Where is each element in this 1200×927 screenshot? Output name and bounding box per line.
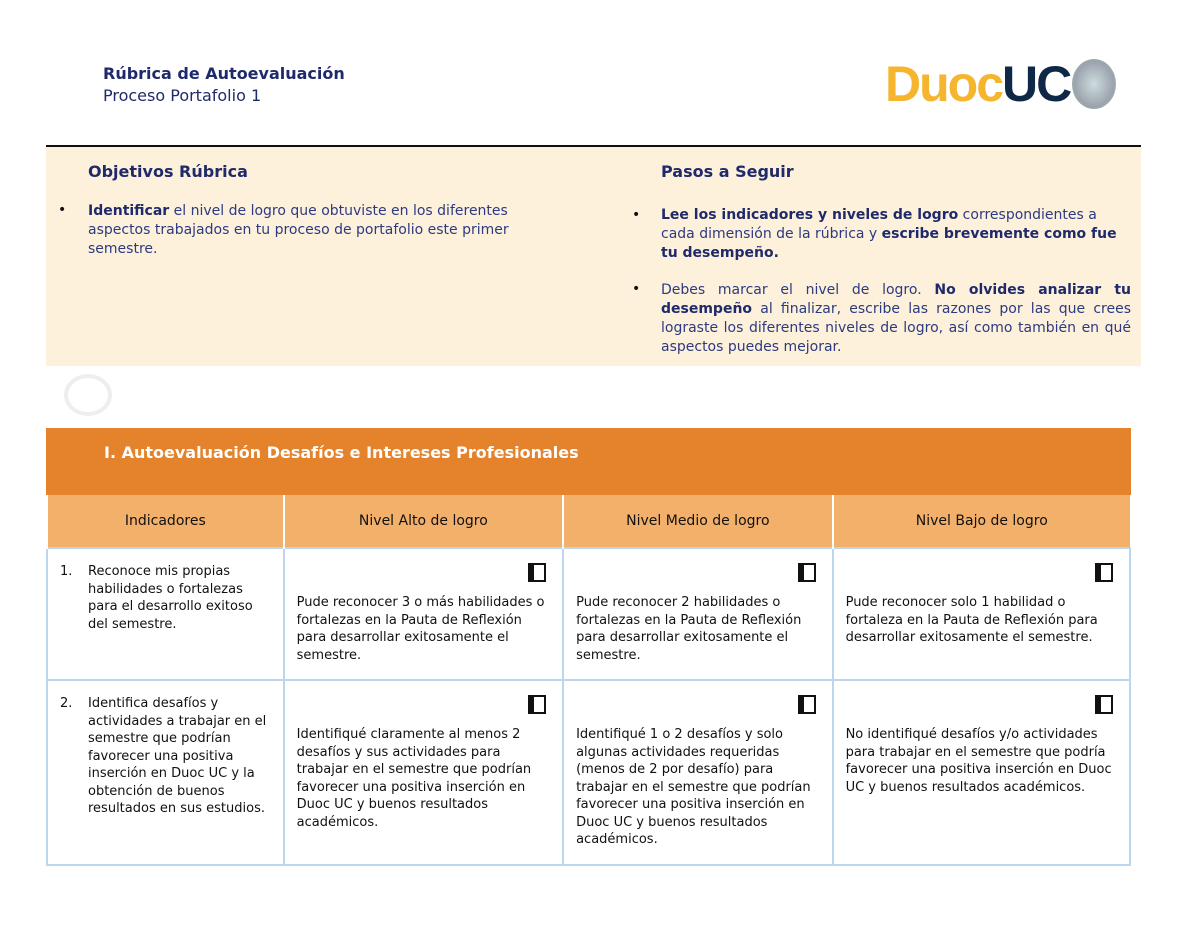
col-bajo: Nivel Bajo de logro <box>831 495 1130 548</box>
paso-bold: No olvides analizar tu desempeño <box>661 282 1131 317</box>
bullet: • <box>58 202 67 218</box>
pasos-title: Pasos a Seguir <box>661 162 794 181</box>
bullet: • <box>632 281 641 297</box>
checkbox-icon[interactable] <box>797 695 816 714</box>
page-subtitle: Proceso Portafolio 1 <box>103 86 262 105</box>
objetivo-text: el nivel de logro que obtuviste en los d… <box>88 203 509 257</box>
paso-text: Debes marcar el nivel de logro. <box>661 282 935 298</box>
objetivo-item: Identificar el nivel de logro que obtuvi… <box>88 202 558 259</box>
medio-cell: Identifiqué 1 o 2 desafíos y solo alguna… <box>562 679 834 866</box>
level-text: Pude reconocer 3 o más habilidades o for… <box>296 595 545 663</box>
self-assessment-icon <box>64 374 112 416</box>
indicator-text: Identifica desafíos y actividades a trab… <box>88 696 267 816</box>
checkbox-icon[interactable] <box>528 695 547 714</box>
paso-text: correspondientes a cada dimensión de la … <box>661 207 1097 242</box>
paso-text: al finalizar, escribe las razones por la… <box>661 301 1131 355</box>
page-title: Rúbrica de Autoevaluación <box>103 64 345 83</box>
indicator-cell: 2. Identifica desafíos y actividades a tr… <box>46 679 285 866</box>
info-box: Objetivos Rúbrica • Identificar el nivel… <box>46 147 1141 366</box>
level-text: No identifiqué desafíos y/o actividades … <box>845 727 1112 795</box>
level-text: Pude reconocer 2 habilidades o fortaleza… <box>576 595 802 663</box>
checkbox-icon[interactable] <box>797 563 816 582</box>
rubric-table: Indicadores Nivel Alto de logro Nivel Me… <box>46 495 1132 866</box>
paso-item-1: Lee los indicadores y niveles de logro c… <box>661 206 1131 263</box>
col-medio: Nivel Medio de logro <box>562 495 833 548</box>
table-row: 2. Identifica desafíos y actividades a tr… <box>46 679 1132 866</box>
table-row: 1. Reconoce mis propias habilidades o for… <box>46 547 1132 681</box>
seal-icon <box>1072 59 1117 109</box>
bajo-cell: Pude reconocer solo 1 habilidad o fortal… <box>831 547 1132 681</box>
level-text: Identifiqué 1 o 2 desafíos y solo alguna… <box>576 727 811 847</box>
indicator-text: Reconoce mis propias habilidades o forta… <box>88 564 253 632</box>
paso-bold: Lee los indicadores y niveles de logro <box>661 207 959 223</box>
objetivo-bold: Identificar <box>88 203 170 219</box>
col-indicadores: Indicadores <box>46 495 284 548</box>
col-alto: Nivel Alto de logro <box>282 495 564 548</box>
logo-uc: UC <box>1002 56 1072 112</box>
bullet: • <box>632 207 641 223</box>
logo-duoc: Duoc <box>885 56 1004 112</box>
checkbox-icon[interactable] <box>528 563 547 582</box>
row-number: 2. <box>60 696 73 711</box>
checkbox-icon[interactable] <box>1095 695 1113 714</box>
paso-item-2: Debes marcar el nivel de logro. No olvid… <box>661 281 1131 357</box>
checkbox-icon[interactable] <box>1095 563 1113 582</box>
indicator-cell: 1. Reconoce mis propias habilidades o for… <box>46 547 285 681</box>
paso-bold: escribe brevemente como fue tu desempeño… <box>661 226 1117 261</box>
duoc-uc-logo: Duoc UC <box>885 56 1117 112</box>
level-text: Pude reconocer solo 1 habilidad o fortal… <box>845 595 1098 645</box>
medio-cell: Pude reconocer 2 habilidades o fortaleza… <box>562 547 834 681</box>
header-row: Indicadores Nivel Alto de logro Nivel Me… <box>46 495 1130 548</box>
alto-cell: Identifiqué claramente al menos 2 desafí… <box>282 679 565 866</box>
level-text: Identifiqué claramente al menos 2 desafí… <box>296 727 532 830</box>
bajo-cell: No identifiqué desafíos y/o actividades … <box>831 679 1132 866</box>
section-title: I. Autoevaluación Desafíos e Intereses P… <box>46 428 1131 495</box>
row-number: 1. <box>60 564 73 579</box>
alto-cell: Pude reconocer 3 o más habilidades o for… <box>282 547 565 681</box>
divider <box>46 145 1141 147</box>
objetivos-title: Objetivos Rúbrica <box>88 162 248 181</box>
